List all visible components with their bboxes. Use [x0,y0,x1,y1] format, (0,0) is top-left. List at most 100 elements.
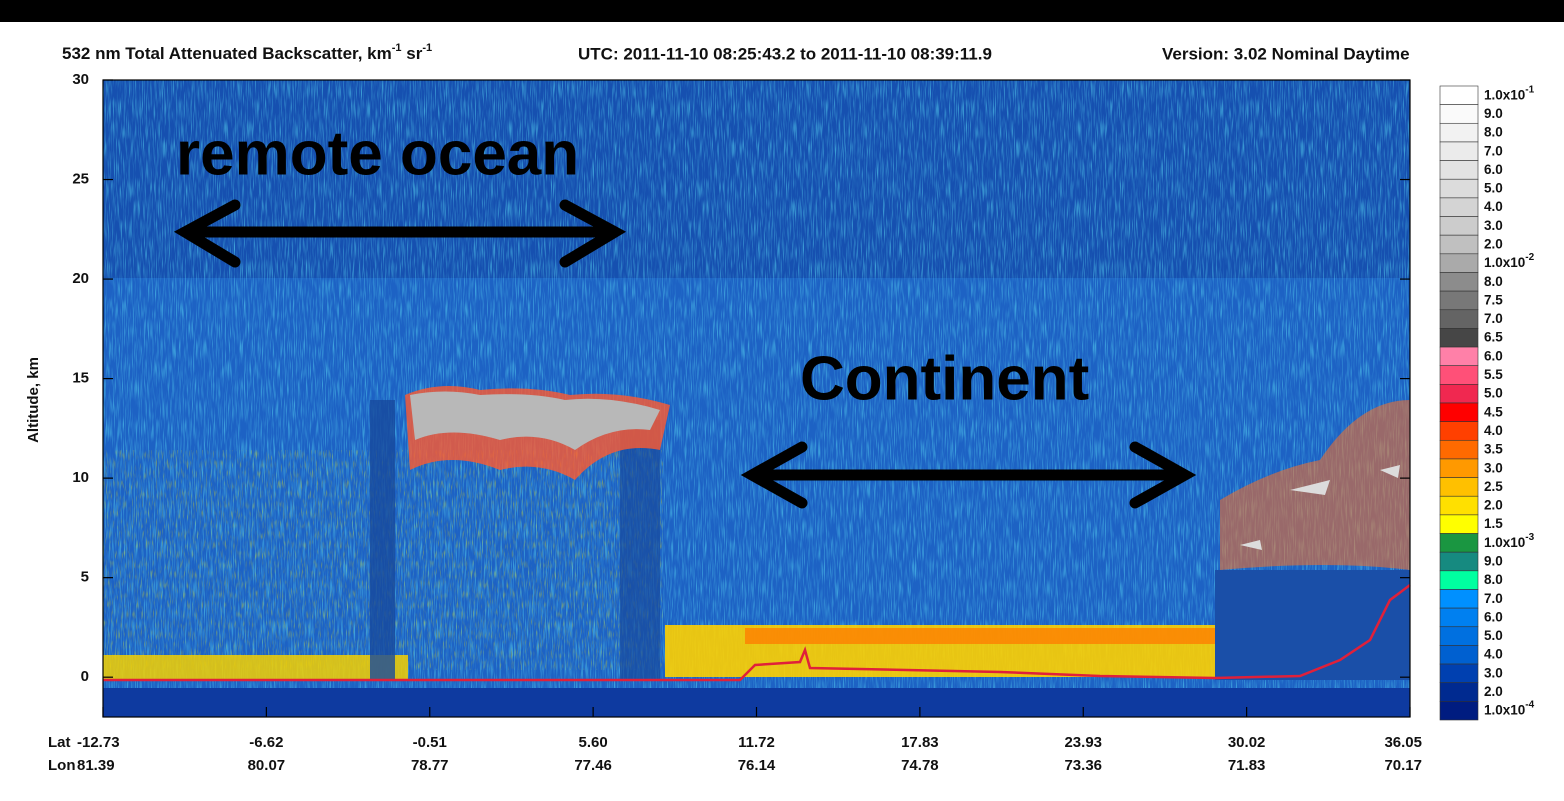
colorbar-text: 9.0 [1484,106,1503,121]
colorbar-label: 8.0 [1484,124,1503,139]
aerosol-layer [103,655,408,680]
y-tick-label: 20 [72,270,89,287]
colorbar-swatch [1440,534,1478,553]
lon-label: 70.17 [1384,757,1422,774]
y-tick-label: 5 [81,569,89,586]
lat-label: 17.83 [901,734,939,751]
colorbar-swatch [1440,123,1478,142]
colorbar-label: 9.0 [1484,106,1503,121]
colorbar-swatch [1440,701,1478,720]
y-tick-label: 25 [72,171,89,188]
colorbar-label: 2.0 [1484,684,1503,699]
colorbar-text: 3.5 [1484,441,1503,456]
lon-label: 76.14 [738,757,776,774]
title-version: Version: 3.02 Nominal Daytime [1162,44,1410,63]
colorbar-swatch [1440,235,1478,254]
colorbar-exp: -3 [1525,531,1534,542]
colorbar-text: 9.0 [1484,553,1503,568]
colorbar-label: 1.5 [1484,516,1503,531]
colorbar-text: 6.5 [1484,329,1503,344]
colorbar-exp: -4 [1525,699,1534,710]
colorbar-swatch [1440,272,1478,291]
colorbar-label: 3.0 [1484,665,1503,680]
lon-label: 74.78 [901,757,939,774]
colorbar-swatch [1440,459,1478,478]
dark-column [370,400,395,680]
lat-label: 30.02 [1228,734,1266,751]
colorbar-text: 1.0x10 [1484,702,1525,717]
colorbar-swatch [1440,627,1478,646]
colorbar-swatch [1440,179,1478,198]
colorbar-label: 3.5 [1484,441,1503,456]
colorbar-text: 3.0 [1484,217,1503,232]
y-tick-label: 10 [72,469,89,486]
lat-label: -0.51 [413,734,447,751]
colorbar-text: 4.0 [1484,199,1503,214]
colorbar-swatch [1440,198,1478,217]
colorbar-swatch [1440,217,1478,236]
colorbar-label: 7.0 [1484,311,1503,326]
colorbar-text: 5.0 [1484,628,1503,643]
colorbar-swatch [1440,254,1478,273]
aerosol-top [745,628,1215,644]
colorbar-text: 7.0 [1484,590,1503,605]
title-name: 532 nm Total Attenuated Backscatter, km [62,44,392,63]
y-tick-label: 30 [72,71,89,88]
colorbar-swatch [1440,440,1478,459]
colorbar-swatch [1440,422,1478,441]
colorbar-text: 1.5 [1484,516,1503,531]
lat-label: 23.93 [1064,734,1102,751]
colorbar-text: 7.0 [1484,311,1503,326]
colorbar-swatch [1440,403,1478,422]
colorbar-label: 9.0 [1484,553,1503,568]
screenshot: 532 nm Total Attenuated Backscatter, km -… [0,0,1564,801]
colorbar-text: 7.5 [1484,292,1503,307]
colorbar-label: 5.5 [1484,367,1503,382]
colorbar-text: 4.0 [1484,423,1503,438]
colorbar-text: 3.0 [1484,665,1503,680]
colorbar-text: 6.0 [1484,348,1503,363]
colorbar-swatch [1440,683,1478,702]
lat-label: 5.60 [579,734,608,751]
colorbar-label: 8.0 [1484,273,1503,288]
colorbar-exp: -2 [1525,252,1534,263]
colorbar-text: 7.0 [1484,143,1503,158]
colorbar-label: 4.0 [1484,423,1503,438]
annotation: Continent [800,344,1089,413]
colorbar-text: 4.0 [1484,646,1503,661]
colorbar-label: 3.0 [1484,460,1503,475]
colorbar-text: 2.5 [1484,478,1503,493]
colorbar-label: 5.0 [1484,628,1503,643]
colorbar-label: 6.0 [1484,161,1503,176]
chart-title: 532 nm Total Attenuated Backscatter, km -… [62,42,432,64]
colorbar-swatch [1440,478,1478,497]
dark-column [620,420,660,680]
colorbar-label: 6.5 [1484,329,1503,344]
colorbar-label: 6.0 [1484,348,1503,363]
colorbar-text: 1.0x10 [1484,534,1525,549]
colorbar-swatch [1440,664,1478,683]
colorbar-swatch [1440,142,1478,161]
colorbar-label: 4.0 [1484,646,1503,661]
title-exp: -1 [422,42,432,54]
colorbar-label: 8.0 [1484,572,1503,587]
colorbar-text: 5.0 [1484,180,1503,195]
title-unit: sr [402,44,423,63]
lon-label: 71.83 [1228,757,1266,774]
lat-label: -12.73 [77,734,120,751]
lat-label: 36.05 [1384,734,1422,751]
colorbar-exp: -1 [1525,84,1534,95]
colorbar-swatch [1440,161,1478,180]
colorbar-swatch [1440,645,1478,664]
colorbar-text: 5.5 [1484,367,1503,382]
colorbar-text: 1.0x10 [1484,255,1525,270]
colorbar-label: 5.0 [1484,180,1503,195]
colorbar-label: 4.0 [1484,199,1503,214]
colorbar-label: 7.0 [1484,143,1503,158]
colorbar-text: 5.0 [1484,385,1503,400]
colorbar-swatch [1440,571,1478,590]
colorbar-label: 2.0 [1484,236,1503,251]
y-axis-label: Altitude, km [25,357,42,443]
lon-label: 77.46 [574,757,612,774]
dark-region [1215,570,1410,680]
